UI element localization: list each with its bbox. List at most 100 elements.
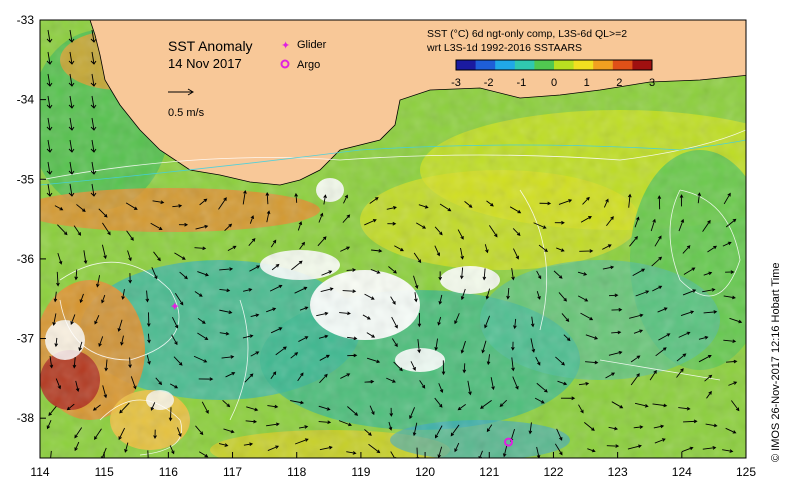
current-arrow <box>728 381 738 386</box>
current-arrow <box>267 445 280 451</box>
current-arrow <box>464 201 473 208</box>
current-arrow <box>364 429 372 436</box>
current-arrow <box>605 372 616 379</box>
current-arrow <box>608 293 619 298</box>
current-arrow <box>657 195 662 210</box>
current-arrow <box>70 314 76 325</box>
current-arrow <box>554 220 565 225</box>
current-arrow <box>320 287 334 293</box>
current-arrow <box>633 329 644 334</box>
colorbar-segment <box>632 60 653 70</box>
current-arrow <box>92 404 101 411</box>
current-arrow <box>219 267 234 271</box>
current-arrow <box>250 351 260 357</box>
current-arrow <box>299 241 305 250</box>
current-arrow <box>121 289 125 300</box>
map-title: SST Anomaly <box>168 38 253 54</box>
current-arrow <box>364 379 375 384</box>
current-arrow <box>676 353 687 362</box>
x-tick-label: 114 <box>30 465 49 479</box>
current-arrow <box>434 338 438 351</box>
legend-glider: ✦ Glider <box>281 39 327 52</box>
colorbar-tick-label: 0 <box>551 77 557 89</box>
current-arrow <box>128 357 132 369</box>
colorbar-ticks: -3 -2 -1 0 1 2 3 <box>451 77 655 89</box>
current-arrow <box>127 250 132 262</box>
current-arrow <box>146 355 151 365</box>
current-arrow <box>602 265 615 270</box>
current-arrow <box>467 380 472 396</box>
current-arrow <box>489 225 498 238</box>
current-arrow <box>201 401 209 414</box>
current-arrow <box>265 191 270 205</box>
current-arrow <box>72 357 77 369</box>
current-arrow <box>438 383 444 394</box>
current-arrow <box>457 403 466 411</box>
cyan-contours <box>40 139 746 186</box>
current-arrow <box>629 313 644 319</box>
current-arrow <box>124 442 129 453</box>
argo-label: Argo <box>297 59 320 71</box>
current-arrow <box>602 244 612 250</box>
current-arrow <box>49 355 54 369</box>
x-tick-label: 125 <box>736 465 756 479</box>
current-arrow <box>119 402 130 414</box>
current-arrow <box>347 336 358 341</box>
current-arrow <box>658 333 671 341</box>
current-arrow <box>57 224 68 236</box>
current-arrow <box>511 341 515 351</box>
current-arrow <box>316 311 329 317</box>
current-arrow <box>707 245 717 253</box>
current-arrow <box>698 354 712 363</box>
current-arrow <box>412 422 418 437</box>
current-arrow <box>390 451 397 458</box>
current-arrow <box>125 202 138 210</box>
current-arrow <box>633 425 644 429</box>
current-arrow <box>321 270 333 276</box>
current-arrow <box>270 327 283 334</box>
colorbar <box>455 59 653 71</box>
current-arrow <box>297 372 304 382</box>
current-arrow <box>96 275 101 288</box>
current-arrow <box>343 194 348 204</box>
current-arrow <box>198 451 209 458</box>
current-arrow <box>90 73 97 87</box>
colorbar-tick-label: 3 <box>649 77 655 89</box>
current-arrow <box>126 230 134 241</box>
current-arrow <box>168 407 173 422</box>
current-arrow <box>413 275 419 289</box>
current-arrow <box>366 357 381 364</box>
current-arrow <box>66 403 75 411</box>
current-arrow <box>558 199 573 205</box>
current-arrow <box>56 271 60 287</box>
current-arrow <box>454 313 460 325</box>
current-arrow <box>558 292 567 302</box>
current-arrow <box>74 441 80 452</box>
current-arrow <box>555 356 565 366</box>
current-arrow <box>297 221 303 231</box>
current-arrow <box>579 249 594 253</box>
current-arrow <box>511 268 515 281</box>
current-arrow <box>611 330 622 335</box>
current-arrow <box>679 194 684 207</box>
current-arrow <box>151 267 158 280</box>
current-arrow <box>702 288 716 293</box>
current-arrow <box>702 219 711 232</box>
current-arrow <box>197 271 209 277</box>
current-arrow <box>242 334 254 339</box>
current-arrow <box>723 339 737 344</box>
current-arrow <box>681 446 694 453</box>
current-arrow <box>511 357 515 372</box>
current-arrow <box>634 402 649 408</box>
current-arrow <box>290 400 305 405</box>
current-arrow <box>198 377 214 381</box>
colorbar-segment <box>554 60 575 70</box>
current-arrow <box>460 267 464 280</box>
current-arrow <box>224 223 233 232</box>
current-arrow <box>246 406 259 412</box>
x-tick-label: 116 <box>159 465 178 479</box>
current-arrow <box>650 218 656 232</box>
current-arrow <box>147 333 151 344</box>
colorbar-tick-label: 2 <box>616 77 622 89</box>
